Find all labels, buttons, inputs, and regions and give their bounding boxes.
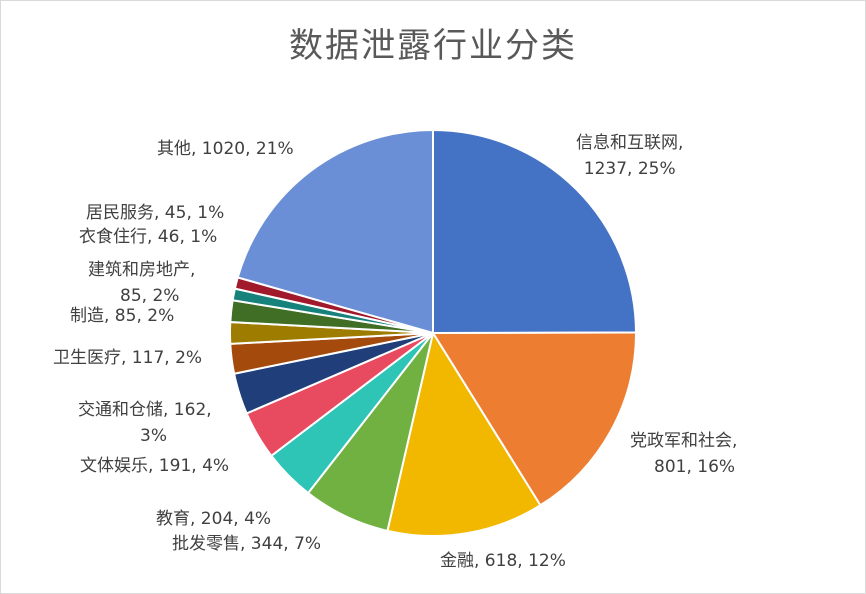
pie-slice-2 <box>386 330 542 537</box>
chart-title: 数据泄露行业分类 <box>289 26 577 66</box>
slice-label-resident-services: 居民服务, 45, 1% <box>86 203 225 223</box>
pie-slice-0 <box>432 128 638 335</box>
slice-label-info-internet: 信息和互联网, 1237, 25% <box>576 133 684 179</box>
slice-label-manufacturing: 制造, 85, 2% <box>70 306 175 326</box>
slice-label-healthcare: 卫生医疗, 117, 2% <box>53 348 203 368</box>
slice-label-education: 教育, 204, 4% <box>156 509 272 529</box>
slice-label-construction: 建筑和房地产, 85, 2% <box>88 260 196 306</box>
slice-label-government: 党政军和社会, 801, 16% <box>630 431 738 477</box>
pie-slice-1 <box>431 331 638 507</box>
slice-label-food-clothing: 衣食住行, 46, 1% <box>79 227 218 247</box>
slice-label-transport: 交通和仓储, 162, 3% <box>78 400 212 446</box>
slice-label-wholesale-retail: 批发零售, 344, 7% <box>172 534 322 554</box>
slice-label-other: 其他, 1020, 21% <box>157 139 294 159</box>
slice-label-entertainment: 文体娱乐, 191, 4% <box>80 456 230 476</box>
pie-slice-12 <box>236 128 434 335</box>
slice-label-finance: 金融, 618, 12% <box>440 551 566 571</box>
